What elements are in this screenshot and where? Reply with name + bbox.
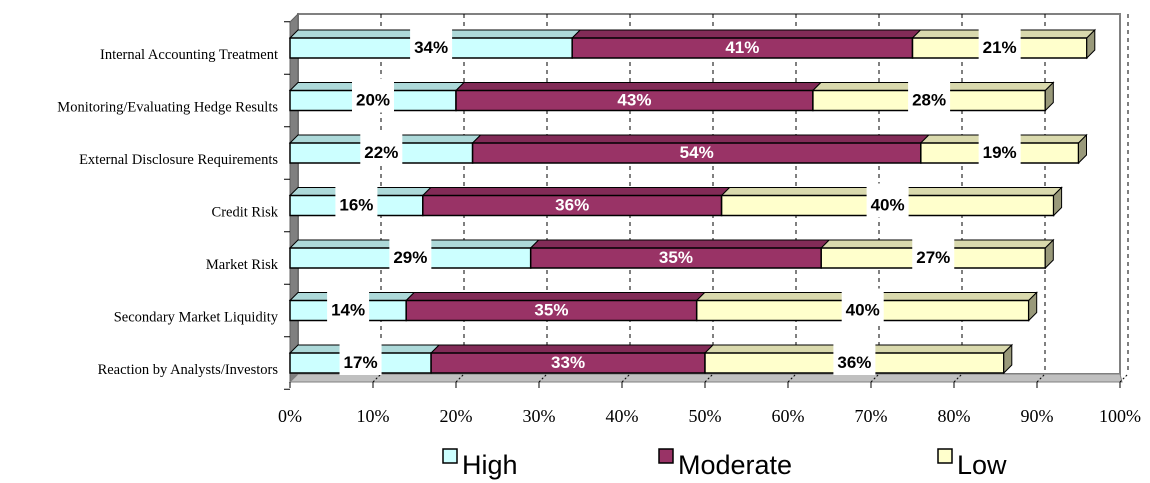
legend-label-moderate: Moderate (678, 450, 792, 480)
data-label-moderate: 36% (555, 196, 589, 215)
bar-side-low (1028, 291, 1038, 322)
bar-side-low (1044, 81, 1054, 112)
data-label-bg (912, 236, 955, 270)
data-label-bg (339, 341, 382, 375)
data-label-low: 40% (871, 196, 905, 215)
bar-side-low (1078, 133, 1087, 165)
category-label: External Disclosure Requirements (79, 152, 278, 168)
x-tick-label: 80% (938, 406, 971, 426)
floor (288, 373, 1123, 383)
x-tick-labels: 0% 10% 20% 30% 40% 50% 60% 70% 80% 90% 100% (278, 406, 1141, 426)
legend-swatch-low (937, 448, 953, 464)
data-label-low: 21% (983, 38, 1017, 57)
data-label-low: 27% (916, 248, 950, 267)
data-label-moderate: 54% (680, 143, 714, 162)
x-tick-label: 60% (772, 406, 805, 426)
bars-group: 34% 41% 21% 20% 43% 28% 22% 54% 19% 16% 36% 40% 29% 3… (288, 26, 1097, 375)
data-label-bg (978, 131, 1021, 165)
grid-floor-line (1036, 373, 1046, 383)
category-label: Credit Risk (212, 205, 279, 221)
bar-top-moderate (529, 239, 831, 249)
grid-floor-line (621, 373, 631, 383)
legend-label-high: High (462, 450, 518, 480)
data-label-high: 22% (364, 143, 398, 162)
data-label-high: 34% (414, 38, 448, 57)
data-label-bg (352, 78, 394, 113)
data-label-bg (908, 78, 951, 113)
data-label-bg (410, 26, 453, 60)
bar-top-moderate (421, 187, 731, 196)
category-label: Internal Accounting Treatment (100, 47, 278, 63)
grid-floor-line (787, 373, 797, 383)
grid-floor-line (870, 373, 880, 383)
x-tick-label: 50% (689, 406, 722, 426)
data-label-low: 19% (983, 143, 1017, 162)
x-tick-label: 70% (855, 406, 888, 426)
category-labels: Internal Accounting Treatment Monitoring/… (57, 47, 278, 378)
data-label-moderate: 35% (659, 248, 693, 267)
x-tick-label: 0% (278, 406, 302, 426)
bar-side-low (1053, 186, 1063, 217)
category-label: Monitoring/Evaluating Hedge Results (57, 100, 278, 116)
data-label-high: 29% (393, 248, 427, 267)
bar-side-low (1044, 238, 1054, 270)
bar-side-low (1003, 343, 1013, 375)
data-label-bg (389, 236, 432, 270)
category-label: Market Risk (206, 257, 279, 273)
data-label-bg (360, 131, 403, 165)
grid-floor-line (953, 373, 963, 383)
data-label-high: 17% (344, 353, 378, 372)
data-label-moderate: 41% (725, 38, 759, 57)
bar-top-moderate (471, 134, 931, 144)
legend: High Moderate Low (442, 448, 1007, 480)
data-label-bg (978, 26, 1021, 60)
data-label-bg (335, 183, 378, 218)
category-label: Reaction by Analysts/Investors (98, 362, 279, 378)
data-label-low: 36% (837, 353, 871, 372)
data-label-bg (866, 183, 909, 218)
data-label-bg (327, 288, 370, 323)
bar-top-moderate (404, 292, 706, 301)
bar-top-moderate (429, 344, 715, 354)
bar-top-moderate (570, 29, 922, 39)
data-label-high: 20% (356, 91, 390, 110)
legend-swatch-moderate (658, 448, 674, 464)
category-label: Secondary Market Liquidity (114, 310, 279, 326)
x-tick-label: 10% (357, 406, 390, 426)
bar-top-moderate (454, 82, 823, 91)
data-label-high: 14% (331, 301, 365, 320)
grid-floor-line (704, 373, 714, 383)
data-label-bg (841, 288, 884, 323)
legend-label-low: Low (957, 450, 1007, 480)
data-label-low: 28% (912, 91, 946, 110)
bar-side-low (1086, 28, 1096, 60)
data-label-moderate: 35% (534, 301, 568, 320)
data-label-low: 40% (846, 301, 880, 320)
grid-floor-line (1119, 373, 1129, 383)
data-label-bg (833, 341, 876, 375)
grid-floor-line (538, 373, 548, 383)
x-tick-label: 20% (440, 406, 473, 426)
grid-floor-line (455, 373, 465, 383)
data-label-high: 16% (339, 196, 373, 215)
x-tick-label: 90% (1021, 406, 1054, 426)
data-label-moderate: 43% (617, 91, 651, 110)
x-tick-label: 40% (606, 406, 639, 426)
x-tick-label: 30% (523, 406, 556, 426)
data-label-moderate: 33% (551, 353, 585, 372)
legend-swatch-high (442, 448, 458, 464)
x-tick-label: 100% (1099, 406, 1141, 426)
grid-floor-line (372, 373, 382, 383)
